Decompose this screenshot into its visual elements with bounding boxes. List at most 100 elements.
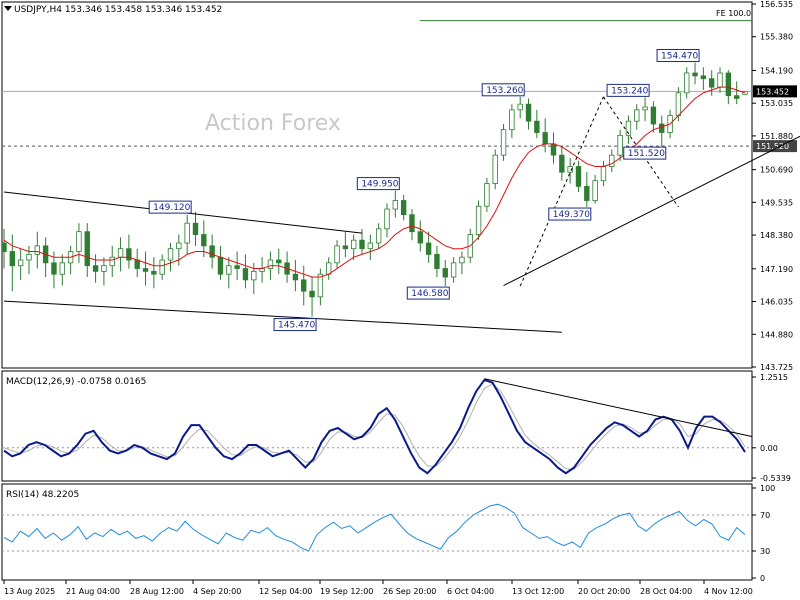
candle-body [700,75,707,80]
time-tick-label: 13 Oct 12:00 [512,587,564,596]
candle-body [292,273,299,281]
candle-body [642,106,648,111]
candle-body [350,239,357,250]
candle-body [717,72,723,88]
candle-body [500,129,507,156]
candle-body [425,242,432,255]
annotation-box [548,207,592,221]
ma-line [3,86,746,278]
candle-body [276,259,282,264]
annotation-label: 149.370 [553,210,590,220]
candle-body [134,259,140,269]
candle-body [342,245,349,250]
candle-body [592,180,598,201]
price-tick-label: 148.380 [760,231,793,240]
candle-body [334,245,340,264]
candle-body [409,214,415,233]
macd-title: MACD(12,26,9) -0.0758 0.0165 [6,377,146,387]
macd-plot [2,378,753,475]
annotation-label: 153.260 [486,86,523,96]
price-tick-label: 155.380 [760,33,793,42]
macd-tick-label: 0.00 [760,444,778,453]
candle-body [434,253,440,269]
candle-body [392,200,399,210]
candle-body [167,248,174,261]
candle-body [417,231,423,244]
projection-line-1 [519,96,604,287]
price-tick-label: 150.690 [760,166,793,175]
candle-body [142,268,149,272]
time-tick-label: 4 Nov 12:00 [704,587,753,596]
price-levels: 153.452 151.520 [2,20,797,153]
candle-body [359,239,365,250]
candle-body [201,234,207,247]
rsi-panel-frame [1,483,753,581]
candles [1,62,748,317]
annotation-box [481,83,525,97]
price-tick-label: 146.035 [760,298,793,307]
candle-body [450,262,457,278]
candle-body [26,253,32,261]
candle-body [650,106,657,125]
candle-body [484,183,490,207]
rsi-line [3,503,746,552]
time-tick-label: 26 Sep 20:00 [383,587,436,596]
time-tick-label: 4 Sep 20:00 [193,587,241,596]
candle-body [575,166,582,187]
time-tick-label: 6 Oct 04:00 [447,587,494,596]
candle-body [301,279,307,292]
macd-tick-label: 1.2515 [760,373,788,382]
candle-body [101,265,107,272]
candle-body [733,95,740,99]
candle-body [226,265,232,275]
candle-body [584,185,590,201]
candle-body [567,166,573,173]
current-price-label: 153.452 [756,87,789,96]
time-tick-label: 19 Sep 12:00 [320,587,373,596]
macd-panel-frame [1,370,753,482]
candle-body [692,72,698,77]
macd-divergence-line [484,378,753,437]
candle-body [534,120,540,133]
annotation-label: 149.120 [153,203,190,213]
price-tick-label: 144.880 [760,330,793,339]
candle-body [309,290,315,298]
candle-body [59,262,65,275]
candle-body [709,78,715,88]
rsi-title: RSI(14) 48.2205 [6,490,79,500]
candle-body [742,90,748,95]
candle-body [684,72,690,94]
price-tick-label: 156.535 [760,0,793,9]
macd-tick-label: -0.5339 [760,474,791,483]
time-tick-label: 12 Sep 04:00 [259,587,312,596]
candle-body [367,242,374,250]
price-axis: 156.535 155.380 154.190 153.035 151.880 150.6… [752,0,793,372]
price-tick-label: 153.035 [760,99,793,108]
price-tick-label: 143.725 [760,363,793,372]
candle-body [617,134,623,156]
annotation-label: 151.520 [628,149,665,159]
candle-body [176,242,182,250]
candle-body [659,123,665,133]
candle-body [675,92,682,116]
candle-body [634,109,640,122]
time-axis: 13 Aug 2025 21 Aug 04:00 28 Aug 12:00 4 Sep… [3,580,753,596]
annotation-box [623,146,667,160]
annotation-box [406,286,450,300]
candle-body [400,200,407,216]
candle-body [509,109,515,131]
rsi-tick-label: 30 [760,547,770,556]
candle-body [725,72,732,97]
candle-body [517,103,523,111]
time-tick-label: 28 Oct 04:00 [640,587,692,596]
candle-body [9,251,16,267]
price-panel-frame [1,1,753,369]
candle-body [217,256,224,275]
price-tick-label: 149.535 [760,198,793,207]
moving-average [3,86,746,278]
annotation-label: 149.950 [361,180,398,190]
time-tick-label: 28 Aug 12:00 [130,587,184,596]
annotation-box [606,83,650,97]
